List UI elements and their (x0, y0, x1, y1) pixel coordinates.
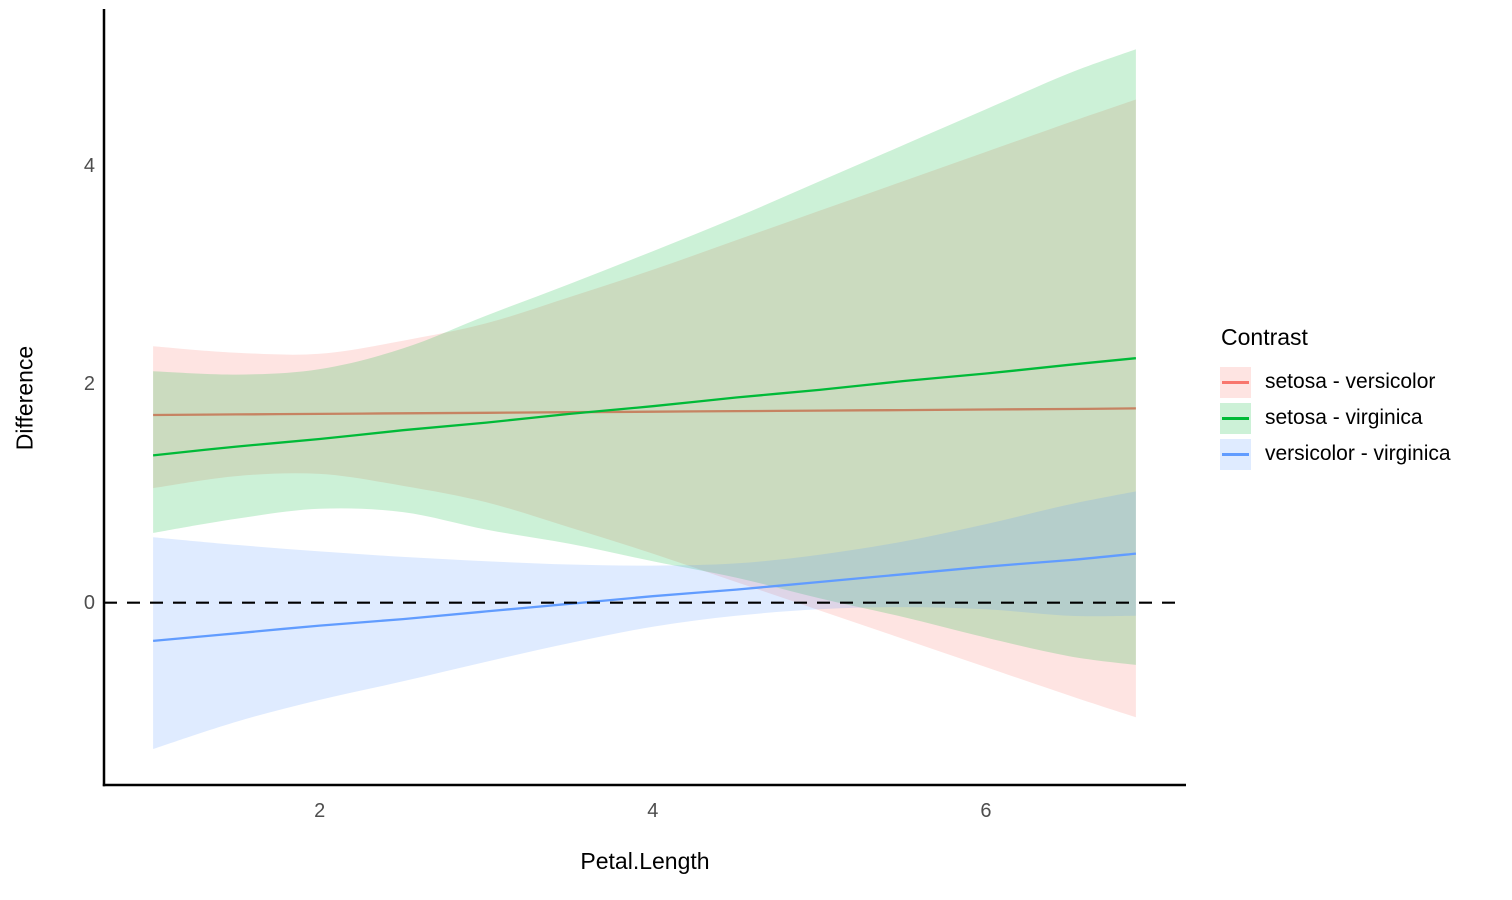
legend-entries: setosa - versicolor setosa - virginica ver… (1220, 364, 1451, 472)
y-tick-label: 2 (83, 373, 95, 396)
trend-line-2 (152, 552, 1137, 643)
ribbon-0 (153, 99, 1136, 718)
legend-entry: setosa - versicolor (1220, 364, 1451, 400)
x-tick-label: 2 (314, 800, 326, 822)
legend-key-swatch (1220, 438, 1251, 470)
legend-entry-label: setosa - versicolor (1265, 370, 1436, 393)
legend-key-line (1222, 380, 1249, 384)
ribbon-2 (153, 491, 1136, 749)
legend: Contrast setosa - versicolor setosa - vir… (1220, 324, 1451, 472)
legend-key-line (1222, 416, 1249, 420)
x-tick-label: 4 (647, 800, 659, 822)
trend-line-0 (153, 407, 1136, 417)
legend-entry-label: setosa - virginica (1265, 406, 1423, 429)
legend-entry: setosa - virginica (1220, 400, 1451, 436)
x-tick-label: 6 (980, 800, 992, 822)
y-axis-title: Difference (11, 345, 38, 451)
legend-key-swatch (1220, 366, 1251, 398)
y-tick-label: 0 (83, 591, 95, 614)
legend-title: Contrast (1221, 324, 1308, 350)
legend-entry: versicolor - virginica (1220, 436, 1451, 472)
y-tick-label: 4 (83, 155, 95, 178)
ribbon-1 (153, 49, 1136, 665)
legend-key-line (1222, 452, 1249, 456)
trend-line-1 (152, 357, 1137, 457)
legend-entry-label: versicolor - virginica (1265, 442, 1451, 465)
legend-key-swatch (1220, 402, 1251, 434)
x-axis-title: Petal.Length (580, 848, 710, 874)
